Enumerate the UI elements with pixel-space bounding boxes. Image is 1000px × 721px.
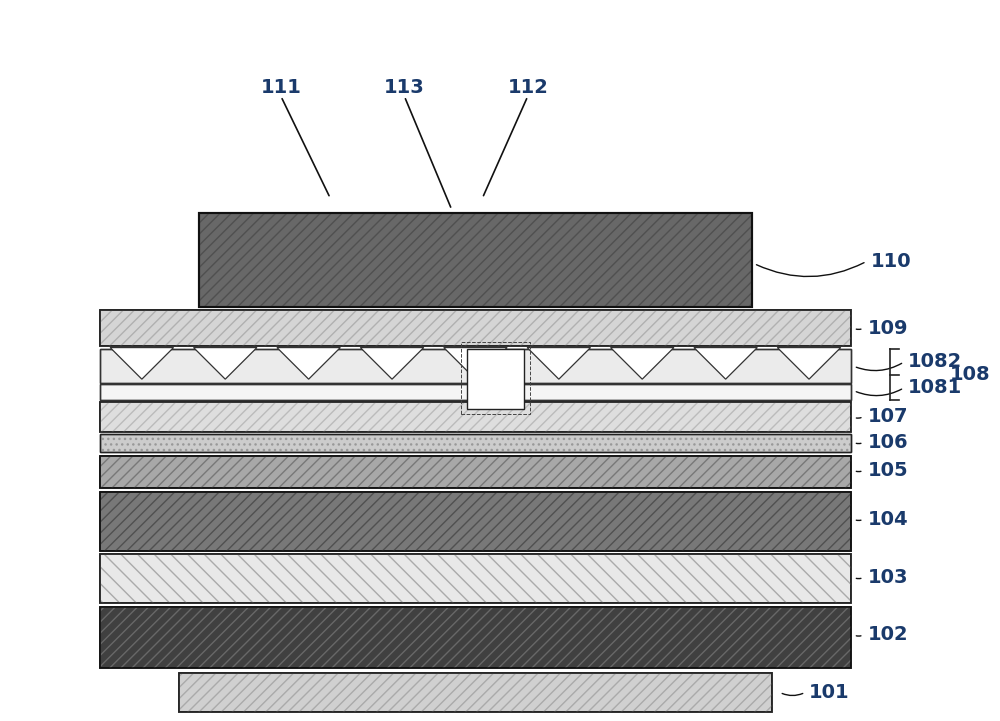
Text: 112: 112: [507, 78, 548, 97]
Text: 109: 109: [868, 319, 908, 337]
Bar: [461, 342, 530, 414]
Bar: [100, 435, 851, 453]
Text: 111: 111: [260, 78, 301, 97]
Bar: [199, 213, 752, 306]
Bar: [179, 673, 772, 712]
Bar: [100, 554, 851, 603]
Bar: [100, 554, 851, 603]
Polygon shape: [444, 348, 507, 379]
Text: 103: 103: [868, 568, 908, 587]
Bar: [199, 213, 752, 306]
Text: 102: 102: [868, 625, 908, 645]
Bar: [100, 310, 851, 346]
Polygon shape: [777, 348, 841, 379]
Text: 113: 113: [384, 78, 425, 97]
Bar: [100, 349, 851, 384]
Polygon shape: [527, 348, 591, 379]
Bar: [199, 213, 752, 306]
Polygon shape: [611, 348, 674, 379]
Bar: [100, 402, 851, 433]
Text: 110: 110: [870, 252, 911, 271]
Bar: [100, 402, 851, 433]
Text: 104: 104: [868, 510, 908, 528]
Bar: [100, 384, 851, 400]
Polygon shape: [110, 348, 174, 379]
Bar: [179, 673, 772, 712]
Bar: [100, 607, 851, 668]
Text: 108: 108: [949, 366, 990, 384]
Text: 106: 106: [868, 433, 908, 452]
Bar: [100, 456, 851, 488]
Bar: [100, 492, 851, 551]
Bar: [179, 673, 772, 712]
Text: 1081: 1081: [908, 379, 962, 397]
Polygon shape: [194, 348, 257, 379]
Bar: [100, 310, 851, 346]
Polygon shape: [277, 348, 340, 379]
Bar: [100, 554, 851, 603]
Polygon shape: [360, 348, 424, 379]
Bar: [100, 607, 851, 668]
Bar: [100, 607, 851, 668]
Bar: [100, 456, 851, 488]
Text: 105: 105: [868, 461, 908, 480]
Bar: [100, 435, 851, 453]
Bar: [100, 384, 851, 400]
Bar: [100, 435, 851, 453]
Bar: [100, 349, 851, 384]
Bar: [100, 492, 851, 551]
Text: 1082: 1082: [908, 353, 962, 371]
Bar: [467, 349, 524, 410]
Text: 101: 101: [809, 683, 850, 702]
Polygon shape: [694, 348, 757, 379]
Bar: [100, 456, 851, 488]
Bar: [100, 402, 851, 433]
Bar: [100, 310, 851, 346]
Bar: [100, 492, 851, 551]
Text: 107: 107: [868, 407, 908, 426]
